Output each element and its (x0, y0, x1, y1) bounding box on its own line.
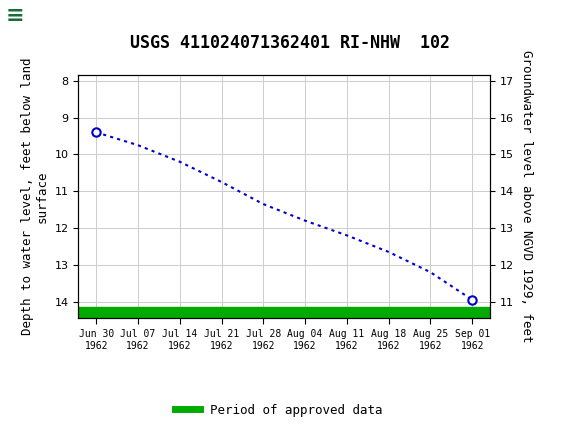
Y-axis label: Groundwater level above NGVD 1929, feet: Groundwater level above NGVD 1929, feet (520, 50, 532, 343)
Bar (3, 3, 84, 30)
Text: ≡: ≡ (6, 6, 24, 26)
Legend: Period of approved data: Period of approved data (169, 399, 387, 421)
Text: USGS: USGS (32, 7, 87, 25)
Text: USGS 411024071362401 RI-NHW  102: USGS 411024071362401 RI-NHW 102 (130, 34, 450, 52)
Y-axis label: Depth to water level, feet below land
surface: Depth to water level, feet below land su… (21, 58, 49, 335)
